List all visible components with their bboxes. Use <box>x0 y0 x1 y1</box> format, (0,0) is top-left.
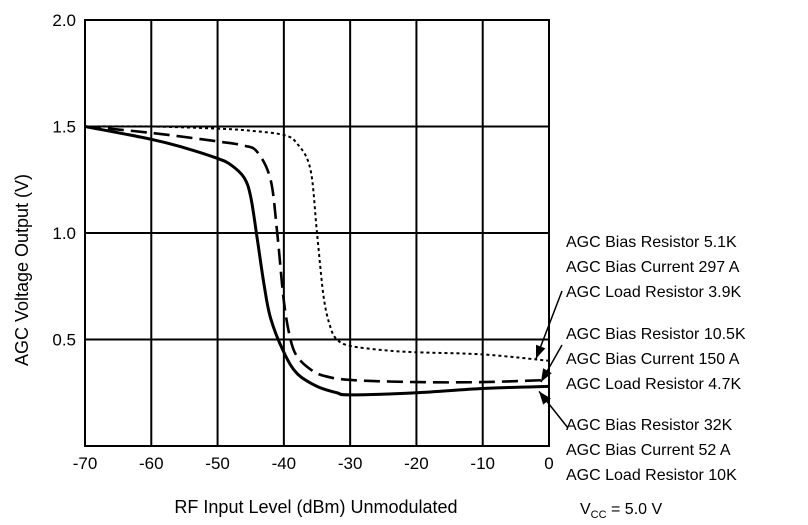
annotation-solid: AGC Bias Resistor 32K AGC Bias Current 52… <box>566 417 737 484</box>
curve-solid <box>84 125 550 397</box>
x-tick-label: -60 <box>139 454 164 473</box>
annotation-line: AGC Bias Current 52 A <box>566 442 731 459</box>
curve-dotted <box>84 125 550 362</box>
annotation-line: AGC Bias Current 150 A <box>566 351 740 368</box>
annotation-line: AGC Load Resistor 3.9K <box>566 284 742 301</box>
y-tick-label: 1.0 <box>52 224 76 243</box>
x-tick-labels: -70 -60 -50 -40 -30 -20 -10 0 <box>73 454 554 473</box>
x-tick-label: -10 <box>470 454 495 473</box>
x-tick-label: -50 <box>205 454 230 473</box>
annotations: AGC Bias Resistor 5.1K AGC Bias Current 2… <box>566 234 746 484</box>
curve-dashed <box>84 125 550 384</box>
y-tick-labels: 2.0 1.5 1.0 0.5 <box>52 11 76 350</box>
y-axis-label: AGC Voltage Output (V) <box>12 174 32 366</box>
curves <box>84 125 550 397</box>
annotation-line: AGC Bias Resistor 32K <box>566 417 733 434</box>
arrow-dashed <box>540 344 563 383</box>
x-tick-label: -70 <box>73 454 98 473</box>
annotation-line: AGC Bias Resistor 5.1K <box>566 234 737 251</box>
annotation-line: AGC Load Resistor 10K <box>566 467 737 484</box>
vcc-suffix: = 5.0 V <box>607 501 663 518</box>
vcc-prefix: V <box>580 501 591 518</box>
annotation-dotted: AGC Bias Resistor 5.1K AGC Bias Current 2… <box>566 234 742 301</box>
x-axis-label: RF Input Level (dBm) Unmodulated <box>174 497 457 517</box>
arrow-solid <box>538 390 569 429</box>
vcc-subscript: CC <box>591 509 607 521</box>
y-tick-label: 2.0 <box>52 11 76 30</box>
annotation-arrows <box>535 290 569 429</box>
vcc-note: VCC = 5.0 V <box>580 501 662 521</box>
x-tick-label: -30 <box>338 454 363 473</box>
y-tick-label: 0.5 <box>52 331 76 350</box>
x-tick-label: -40 <box>272 454 297 473</box>
x-tick-label: -20 <box>404 454 429 473</box>
y-tick-label: 1.5 <box>52 118 76 137</box>
annotation-line: AGC Bias Resistor 10.5K <box>566 326 746 343</box>
annotation-line: AGC Bias Current 297 A <box>566 259 740 276</box>
arrow-dotted <box>535 290 563 359</box>
plot-frame <box>84 19 550 447</box>
annotation-dashed: AGC Bias Resistor 10.5K AGC Bias Current … <box>566 326 746 393</box>
x-tick-label: 0 <box>544 454 553 473</box>
annotation-line: AGC Load Resistor 4.7K <box>566 376 742 393</box>
